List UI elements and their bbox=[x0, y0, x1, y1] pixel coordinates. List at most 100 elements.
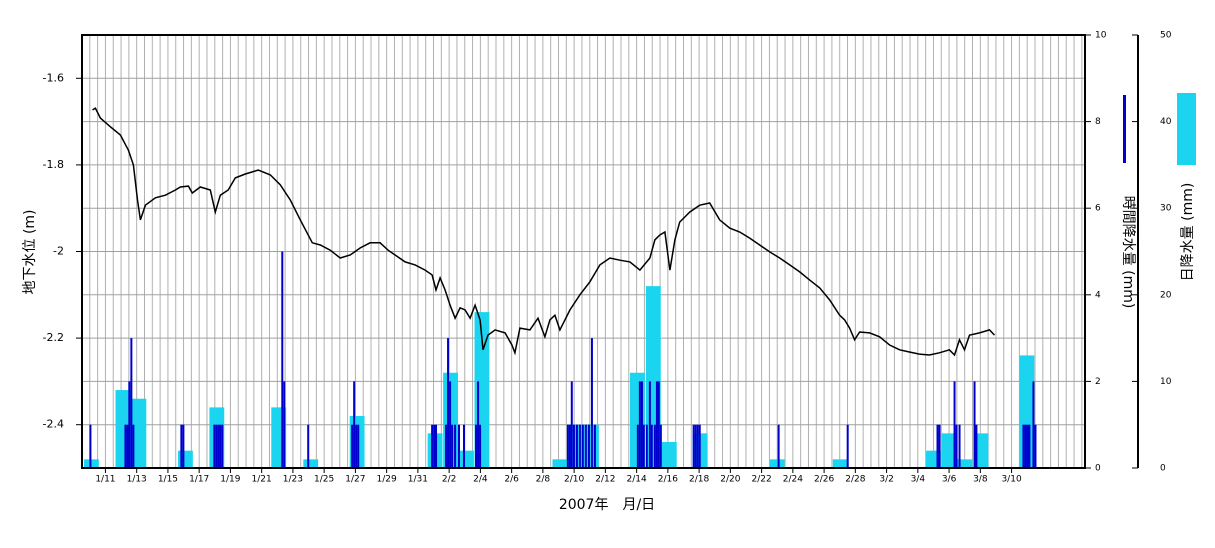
hourly-rain-bar bbox=[694, 424, 697, 468]
hourly-rain-bar bbox=[1022, 424, 1025, 468]
hourly-rain-bar bbox=[698, 424, 701, 468]
hourly-rain-bar bbox=[572, 424, 575, 468]
hourly-rain-bar bbox=[975, 424, 978, 468]
daily-rain-bar bbox=[131, 398, 147, 468]
x-tick-label: 2/12 bbox=[595, 475, 615, 485]
x-tick-label: 1/21 bbox=[252, 475, 272, 485]
y2-tick-label: 4 bbox=[1095, 290, 1101, 300]
hourly-rain-bar bbox=[449, 381, 452, 468]
hourly-rain-bar bbox=[215, 424, 218, 468]
x-tick-label: 1/31 bbox=[408, 475, 428, 485]
hourly-rain-bar bbox=[462, 424, 465, 468]
hourly-rain-bar bbox=[655, 381, 658, 468]
daily-rain-bar bbox=[957, 459, 973, 468]
x-tick-label: 1/23 bbox=[283, 475, 303, 485]
hourly-rain-bar bbox=[645, 424, 648, 468]
hourly-rain-bar bbox=[221, 424, 224, 468]
daily-rain-bar bbox=[832, 459, 848, 468]
x-tick-label: 2/20 bbox=[720, 475, 740, 485]
hourly-rain-bar bbox=[431, 424, 434, 468]
hourly-rain-bar bbox=[435, 424, 438, 468]
hourly-rain-bar bbox=[217, 424, 220, 468]
hourly-rain-bar bbox=[648, 381, 651, 468]
y3-tick-label: 40 bbox=[1160, 117, 1172, 127]
hourly-rain-bar bbox=[568, 424, 571, 468]
x-tick-label: 2/22 bbox=[751, 475, 771, 485]
hourly-rain-bar bbox=[653, 424, 656, 468]
hourly-rain-bar bbox=[973, 381, 976, 468]
x-tick-label: 2/26 bbox=[814, 475, 834, 485]
hourly-rain-bar bbox=[445, 424, 448, 468]
x-tick-label: 3/6 bbox=[942, 475, 957, 485]
hourly-rain-bar bbox=[1026, 424, 1029, 468]
x-tick-label: 2/4 bbox=[473, 475, 488, 485]
hourly-rain-bar bbox=[454, 424, 457, 468]
axes: 1/11 1/13 1/15 1/17 1/19 1/21 1/23 1/25 1/27 1/29… bbox=[43, 31, 1172, 485]
x-tick-label: 1/29 bbox=[377, 475, 397, 485]
hourly-rain-bar bbox=[475, 424, 478, 468]
hourly-rain-bar bbox=[132, 424, 135, 468]
y3-tick-label: 10 bbox=[1160, 377, 1172, 387]
hourly-rain-bar bbox=[124, 424, 127, 468]
x-tick-label: 1/13 bbox=[127, 475, 147, 485]
hourly-rain-bar bbox=[936, 424, 939, 468]
hourly-rain-bar bbox=[593, 424, 596, 468]
hourly-rain-bar bbox=[89, 424, 92, 468]
hourly-rain-bar bbox=[213, 424, 216, 468]
x-tick-label: 2/18 bbox=[689, 475, 709, 485]
hourly-rain-bar bbox=[182, 424, 185, 468]
hourly-rain-bar bbox=[566, 424, 569, 468]
hourly-rain-bar bbox=[351, 424, 354, 468]
hourly-rain-bar bbox=[357, 424, 360, 468]
y2-tick-label: 2 bbox=[1095, 377, 1101, 387]
hourly-rain-bar bbox=[219, 424, 222, 468]
hourly-rain-bar bbox=[130, 338, 133, 468]
hourly-rain-bar bbox=[281, 251, 284, 468]
hourly-rain-bar bbox=[642, 424, 645, 468]
daily-rain-bar bbox=[661, 442, 677, 468]
y3-tick-label: 20 bbox=[1160, 290, 1172, 300]
hourly-rain-bar bbox=[479, 424, 482, 468]
hourly-rain-bar bbox=[578, 424, 581, 468]
hourly-rain-bar bbox=[657, 381, 660, 468]
daily-rain-bar bbox=[941, 433, 957, 468]
x-tick-label: 3/10 bbox=[1001, 475, 1021, 485]
x-axis-label: 2007年 月/日 bbox=[559, 497, 655, 513]
y-tick-label: -1.8 bbox=[43, 158, 64, 171]
hourly-rain-bar bbox=[696, 424, 699, 468]
hourly-rain-bar bbox=[570, 381, 573, 468]
y2-tick-label: 10 bbox=[1095, 31, 1107, 41]
daily-rain-bar bbox=[769, 459, 785, 468]
hourly-rain-bar bbox=[640, 381, 643, 468]
hourly-rain-bar bbox=[575, 424, 578, 468]
y2-axis-label: 時間降水量 (mm) bbox=[1120, 196, 1136, 309]
hourly-rain-bar bbox=[638, 381, 641, 468]
x-tick-label: 3/8 bbox=[973, 475, 988, 485]
hourly-rain-bar bbox=[955, 424, 958, 468]
hourly-rain-bar bbox=[581, 424, 584, 468]
hourly-rain-bar bbox=[938, 424, 941, 468]
hourly-rain-bar bbox=[650, 424, 653, 468]
y-tick-label: -2.2 bbox=[43, 331, 64, 344]
hourly-rain-bar bbox=[433, 424, 436, 468]
daily-rain-bar bbox=[178, 450, 193, 468]
hourly-rain-bar bbox=[128, 381, 131, 468]
hourly-rain-bar bbox=[126, 424, 129, 468]
x-tick-label: 1/11 bbox=[95, 475, 115, 485]
x-tick-label: 1/25 bbox=[314, 475, 334, 485]
x-tick-label: 2/8 bbox=[536, 475, 551, 485]
hourly-rain-bar bbox=[953, 381, 956, 468]
y-tick-label: -2 bbox=[53, 245, 64, 258]
x-tick-label: 2/16 bbox=[658, 475, 678, 485]
y3-tick-label: 30 bbox=[1160, 204, 1172, 214]
legend-swatch-daily bbox=[1177, 93, 1196, 165]
y2-tick-label: 8 bbox=[1095, 117, 1101, 127]
daily-rain-bar bbox=[552, 459, 568, 468]
hourly-rain-bar bbox=[283, 381, 286, 468]
x-tick-label: 3/2 bbox=[879, 475, 893, 485]
hourly-rain-bar bbox=[1028, 424, 1031, 468]
daily-rain-bar bbox=[303, 459, 319, 468]
x-tick-label: 2/10 bbox=[564, 475, 584, 485]
